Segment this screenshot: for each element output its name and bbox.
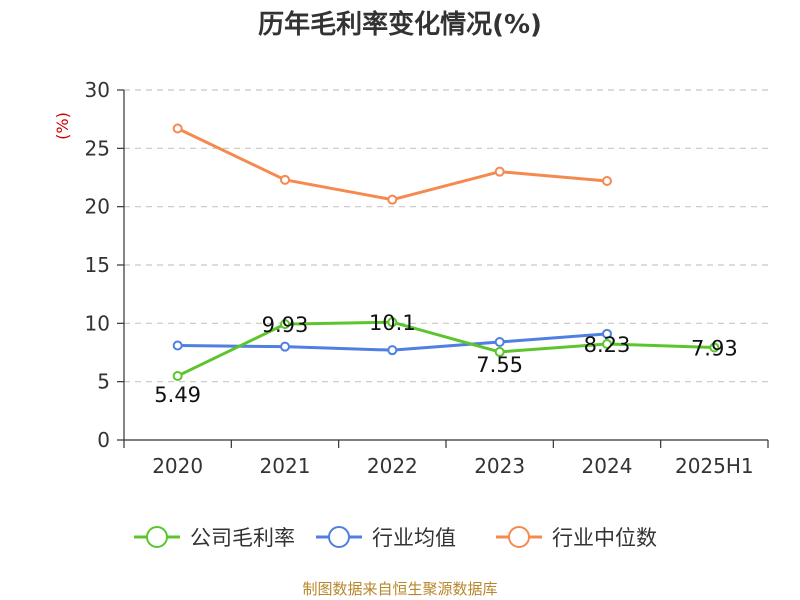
x-tick-label: 2023 <box>474 454 525 478</box>
data-point <box>280 341 290 352</box>
legend-label: 公司毛利率 <box>190 526 295 550</box>
data-point <box>387 194 398 205</box>
series-line <box>177 320 715 378</box>
y-tick-label: 25 <box>85 136 110 160</box>
y-tick-label: 30 <box>85 78 110 102</box>
data-point <box>494 166 505 177</box>
legend-marker-icon <box>146 526 168 548</box>
data-point <box>602 176 612 186</box>
series-layer <box>172 123 720 381</box>
series-line <box>177 127 608 202</box>
data-label: 5.49 <box>154 383 201 407</box>
data-label: 8.23 <box>584 333 631 357</box>
x-tick-label: 2020 <box>152 454 203 478</box>
data-point <box>602 338 612 349</box>
legend-label: 行业中位数 <box>552 526 657 550</box>
gridlines <box>124 89 768 383</box>
x-tick-label: 2021 <box>260 454 311 478</box>
y-tick-label: 15 <box>85 253 110 277</box>
data-point <box>494 346 505 357</box>
data-point <box>172 370 183 381</box>
x-tick-label: 2024 <box>582 454 633 478</box>
data-point <box>280 319 290 330</box>
data-point <box>172 340 183 351</box>
data-label: 7.55 <box>476 353 523 377</box>
data-point <box>280 174 290 185</box>
data-point <box>602 328 612 339</box>
y-tick-label: 0 <box>97 428 110 452</box>
x-tick-label: 2025H1 <box>675 454 754 478</box>
legend[interactable]: 公司毛利率 行业均值 行业中位数 <box>134 526 657 550</box>
data-labels: 5.49 9.93 10.1 7.55 8.23 7.93 <box>154 311 737 407</box>
legend-label: 行业均值 <box>372 526 456 550</box>
axes: 0 5 10 15 20 25 30 2020 2021 2022 2023 2024 2025H1 <box>85 78 769 478</box>
data-label: 10.1 <box>369 311 416 335</box>
data-point <box>709 342 720 353</box>
x-tick-label: 2022 <box>367 454 418 478</box>
legend-marker-icon <box>328 526 350 548</box>
data-point <box>494 337 505 347</box>
y-axis-unit-label: (%) <box>53 112 72 140</box>
source-note: 制图数据来自恒生聚源数据库 <box>302 580 497 598</box>
y-tick-label: 5 <box>97 370 110 394</box>
data-point <box>387 345 398 356</box>
legend-marker-icon <box>508 526 530 548</box>
data-point <box>387 317 398 328</box>
data-label: 9.93 <box>262 313 309 337</box>
legend-item[interactable]: 公司毛利率 <box>134 526 295 550</box>
data-label: 7.93 <box>691 336 738 360</box>
y-tick-label: 20 <box>85 195 110 219</box>
legend-item[interactable]: 行业均值 <box>316 526 456 550</box>
legend-item[interactable]: 行业中位数 <box>496 526 657 550</box>
chart-title: 历年毛利率变化情况(%) <box>258 9 542 40</box>
y-tick-label: 10 <box>85 311 110 335</box>
data-point <box>172 123 183 134</box>
